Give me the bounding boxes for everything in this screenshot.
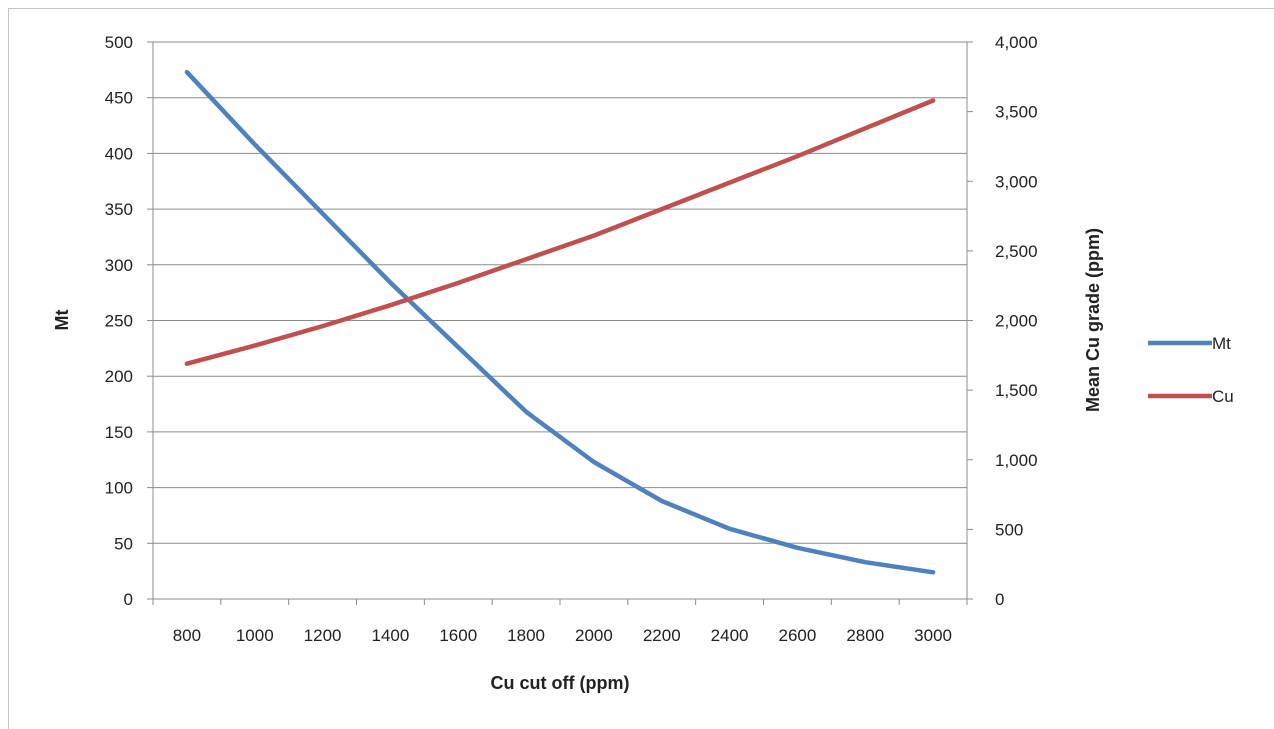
y2-tick-label: 1,500 [995, 381, 1038, 400]
x-tick-label: 2800 [846, 626, 884, 645]
x-tick-label: 1000 [236, 626, 274, 645]
x-axis-title: Cu cut off (ppm) [491, 673, 630, 693]
y2-tick-label: 2,500 [995, 242, 1038, 261]
y-tick-label: 100 [105, 479, 133, 498]
y2-tick-label: 3,500 [995, 103, 1038, 122]
x-tick-label: 1400 [372, 626, 410, 645]
series-line-mt [184, 69, 936, 575]
x-tick-label: 1200 [304, 626, 342, 645]
x-tick-label: 1600 [439, 626, 477, 645]
tick-labels: 0 50 100 150 200 250 300 350 400 450 500 0 500 1,000 1… [105, 33, 1038, 645]
legend-label-mt: Mt [1212, 334, 1231, 353]
y-axis-title: Mt [52, 310, 72, 331]
y-tick-label: 0 [124, 590, 133, 609]
x-tick-label: 1800 [507, 626, 545, 645]
y2-tick-label: 4,000 [995, 33, 1038, 52]
x-tick-label: 2200 [643, 626, 681, 645]
y-tick-label: 50 [114, 534, 133, 553]
axes [147, 41, 973, 605]
x-tick-label: 3000 [914, 626, 952, 645]
legend: Mt Cu [1148, 334, 1234, 406]
y-tick-label: 500 [105, 33, 133, 52]
legend-label-cu: Cu [1212, 387, 1234, 406]
series-lines [184, 69, 936, 575]
y-tick-label: 250 [105, 312, 133, 331]
y2-tick-label: 500 [995, 520, 1023, 539]
y2-tick-label: 1,000 [995, 451, 1038, 470]
y-tick-label: 450 [105, 89, 133, 108]
x-tick-label: 2400 [711, 626, 749, 645]
x-tick-label: 2000 [575, 626, 613, 645]
y-tick-label: 200 [105, 367, 133, 386]
y2-axis-title: Mean Cu grade (ppm) [1083, 228, 1103, 412]
y-tick-label: 350 [105, 200, 133, 219]
y2-tick-label: 2,000 [995, 312, 1038, 331]
x-tick-label: 800 [173, 626, 201, 645]
y2-tick-label: 3,000 [995, 172, 1038, 191]
chart-frame [8, 8, 1274, 729]
y-tick-label: 300 [105, 256, 133, 275]
x-tick-label: 2600 [779, 626, 817, 645]
y-tick-label: 150 [105, 423, 133, 442]
series-line-cu [184, 98, 936, 366]
y-tick-label: 400 [105, 144, 133, 163]
gridlines [153, 41, 967, 544]
y2-tick-label: 0 [995, 590, 1004, 609]
